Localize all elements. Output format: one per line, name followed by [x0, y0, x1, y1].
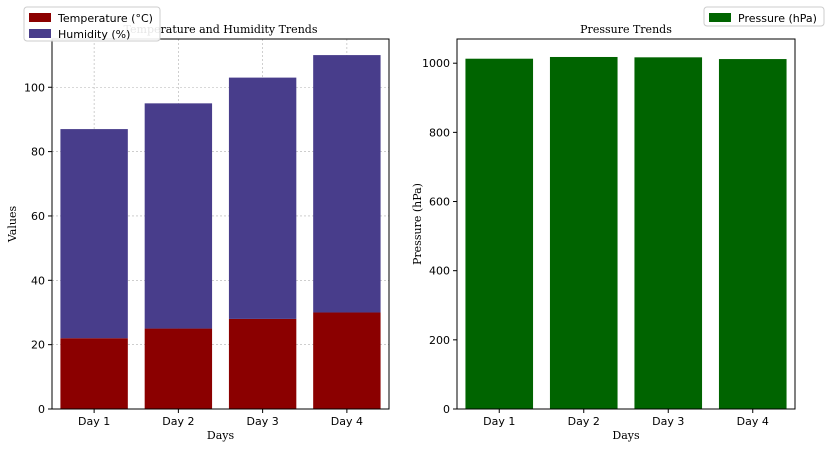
left-ytick-label-4: 80: [31, 146, 45, 159]
left-xlabel: Days: [207, 429, 235, 442]
left-ytick-label-5: 100: [24, 81, 45, 94]
right-xlabel: Days: [612, 429, 640, 442]
left-xtick-label-0: Day 1: [78, 415, 110, 428]
left-bar-s0-3: [313, 312, 381, 409]
left-bar-s0-0: [60, 338, 128, 409]
right-xtick-label-0: Day 1: [483, 415, 515, 428]
right-ytick-label-4: 800: [429, 126, 450, 139]
left-bar-s1-1: [144, 103, 213, 329]
left-bar-s1-0: [60, 129, 128, 339]
left-axes-frame: [51, 38, 390, 410]
left-legend-swatch-1: [29, 29, 51, 38]
left-ytick-label-3: 60: [31, 210, 45, 223]
right-axes-frame: [456, 38, 796, 410]
left-bar-s1-2: [228, 77, 297, 319]
right-xtick-label-2: Day 3: [652, 415, 684, 428]
left-bar-s0-1: [144, 328, 213, 409]
right-xtick-label-1: Day 2: [568, 415, 600, 428]
left-legend-swatch-0: [29, 13, 51, 22]
left-ytick-label-2: 40: [31, 274, 45, 287]
right-bar-s0-0: [465, 58, 534, 410]
right-bar-s0-2: [634, 57, 703, 410]
left-xtick-label-1: Day 2: [162, 415, 194, 428]
right-ytick-label-0: 0: [443, 403, 450, 416]
right-legend-swatch-0: [709, 13, 731, 22]
left-bar-s0-2: [228, 318, 297, 409]
left-xtick-label-3: Day 4: [331, 415, 363, 428]
right-xtick-label-3: Day 4: [737, 415, 769, 428]
left-bar-s1-3: [313, 55, 381, 313]
left-legend-label-0: Temperature (°C): [57, 12, 153, 25]
right-bar-s0-3: [718, 59, 787, 409]
right-legend-label-0: Pressure (hPa): [738, 12, 817, 25]
left-legend-label-1: Humidity (%): [58, 28, 130, 41]
right-ytick-label-5: 1000: [422, 57, 450, 70]
left-chart-title: Temperature and Humidity Trends: [124, 23, 318, 36]
right-ylabel: Pressure (hPa): [411, 183, 424, 265]
left-ylabel: Values: [6, 206, 19, 244]
left-ytick-label-0: 0: [38, 403, 45, 416]
right-chart-title: Pressure Trends: [580, 23, 672, 36]
right-ytick-label-3: 600: [429, 196, 450, 209]
right-ytick-label-2: 400: [429, 265, 450, 278]
right-ytick-label-1: 200: [429, 334, 450, 347]
right-bar-s0-1: [549, 56, 618, 409]
right-legend-box: [703, 6, 825, 27]
left-ytick-label-1: 20: [31, 339, 45, 352]
left-legend-box: [23, 6, 161, 42]
left-xtick-label-2: Day 3: [247, 415, 279, 428]
